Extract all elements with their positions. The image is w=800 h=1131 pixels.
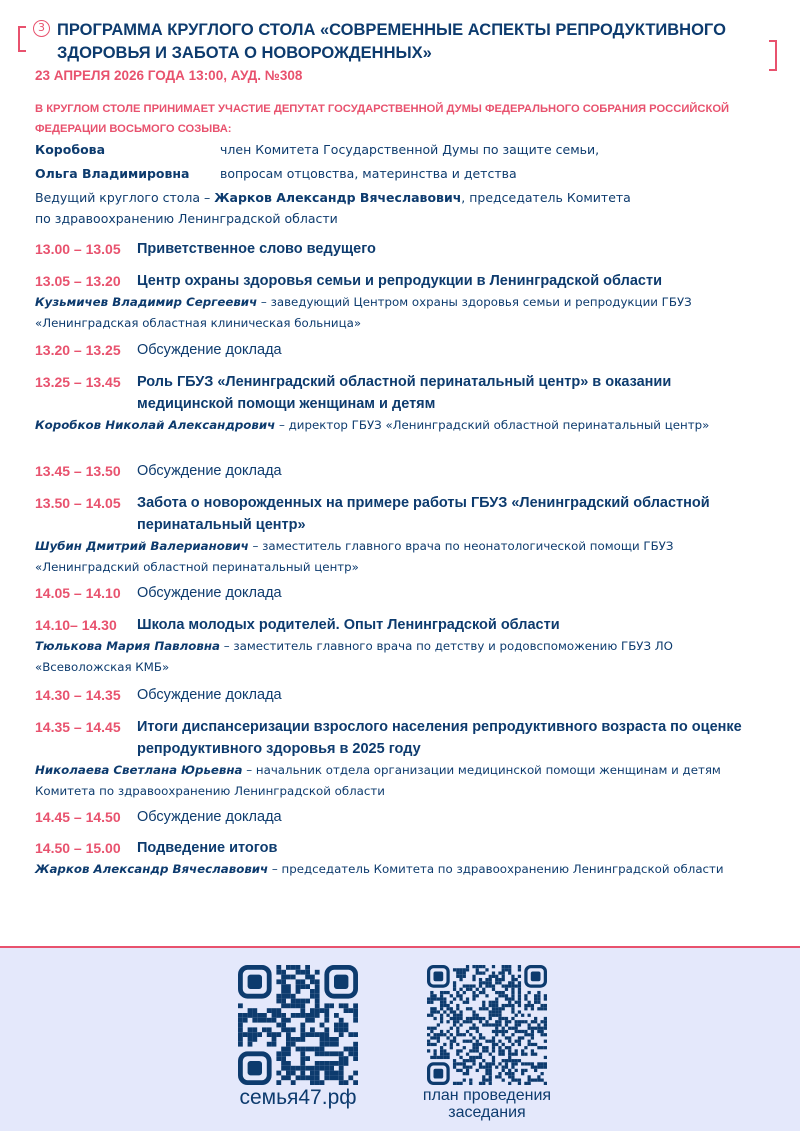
agenda-time: 14.05 – 14.10 [35, 585, 121, 601]
speaker-role: – заведующий Центром охраны здоровья сем… [35, 295, 692, 330]
agenda-speaker: Шубин Дмитрий Валерианович – заместитель… [35, 536, 770, 578]
agenda-title: Центр охраны здоровья семьи и репродукци… [137, 273, 662, 289]
speaker-role: – заместитель главного врача по детству … [35, 639, 673, 674]
agenda-item: 14.30 – 14.35 Обсуждение доклада [35, 684, 775, 706]
page-title: Программа круглого стола «Современные ас… [57, 21, 726, 62]
agenda-title: Обсуждение доклада [137, 342, 282, 358]
agenda-speaker: Николаева Светлана Юрьевна – начальник о… [35, 760, 770, 802]
agenda-title: Школа молодых родителей. Опыт Ленинградс… [137, 617, 560, 633]
speaker-role: – начальник отдела организации медицинск… [35, 763, 721, 798]
agenda-item: 14.50 – 15.00 Подведение итогов Жарков Ал… [35, 837, 775, 880]
speaker-name: Николаева Светлана Юрьевна [35, 763, 243, 777]
qr-code-meeting-plan[interactable] [427, 965, 547, 1085]
bracket-left [18, 26, 26, 52]
speaker-name: Тюлькова Мария Павловна [35, 639, 220, 653]
deputy-notice: В КРУГЛОМ СТОЛЕ ПРИНИМАЕТ УЧАСТИЕ ДЕПУТА… [35, 103, 730, 135]
agenda-item: 14.35 – 14.45 Итоги диспансеризации взро… [35, 716, 775, 802]
speaker-name: Коробков Николай Александрович [35, 418, 276, 432]
agenda-speaker: Жарков Александр Вячеславович – председа… [35, 859, 770, 880]
agenda-time: 14.50 – 15.00 [35, 840, 121, 856]
agenda-speaker: Коробков Николай Александрович – директо… [35, 415, 770, 436]
agenda-item: 13.05 – 13.20 Центр охраны здоровья семь… [35, 270, 775, 334]
agenda-speaker: Тюлькова Мария Павловна – заместитель гл… [35, 636, 770, 678]
deputy-name: Коробова Ольга Владимировна [35, 142, 190, 181]
agenda-item: 13.45 – 13.50 Обсуждение доклада [35, 460, 775, 482]
agenda-item: 14.05 – 14.10 Обсуждение доклада [35, 582, 775, 604]
qr-code-website[interactable] [238, 965, 358, 1085]
agenda-time: 13.25 – 13.45 [35, 374, 121, 390]
speaker-name: Шубин Дмитрий Валерианович [35, 539, 249, 553]
section-number-badge: 3 [33, 20, 50, 37]
agenda-title: Обсуждение доклада [137, 585, 282, 601]
speaker-role: – директор ГБУЗ «Ленинградский областной… [275, 418, 710, 432]
agenda-item: 13.00 – 13.05 Приветственное слово ведущ… [35, 238, 775, 260]
qr1-caption: семья47.рф [239, 1086, 357, 1109]
speaker-role: – заместитель главного врача по неонатол… [35, 539, 674, 574]
agenda-time: 13.45 – 13.50 [35, 463, 121, 479]
agenda-time: 14.45 – 14.50 [35, 809, 121, 825]
qr2-caption: план проведения заседания [422, 1087, 552, 1121]
footer: семья47.рф план проведения заседания [0, 946, 800, 1131]
agenda-time: 13.00 – 13.05 [35, 241, 121, 257]
agenda-title: Приветственное слово ведущего [137, 241, 376, 257]
agenda-item: 13.50 – 14.05 Забота о новорожденных на … [35, 492, 775, 578]
speaker-role: – председатель Комитета по здравоохранен… [268, 862, 724, 876]
host-info: Ведущий круглого стола – Жарков Александ… [35, 190, 631, 226]
agenda-time: 13.05 – 13.20 [35, 273, 121, 289]
agenda-time: 13.50 – 14.05 [35, 495, 121, 511]
agenda-title: Обсуждение доклада [137, 687, 282, 703]
agenda-title: Забота о новорожденных на примере работы… [137, 495, 710, 533]
agenda-title: Обсуждение доклада [137, 809, 282, 825]
speaker-name: Жарков Александр Вячеславович [35, 862, 269, 876]
agenda-title: Итоги диспансеризации взрослого населени… [137, 719, 742, 757]
bracket-right [769, 40, 777, 71]
agenda-item: 14.10– 14.30 Школа молодых родителей. Оп… [35, 614, 775, 678]
agenda-title: Обсуждение доклада [137, 463, 282, 479]
event-date: 23 апреля 2026 года 13:00, ауд. №308 [35, 68, 303, 83]
agenda-title: Роль ГБУЗ «Ленинградский областной перин… [137, 374, 672, 412]
agenda-time: 14.35 – 14.45 [35, 719, 121, 735]
agenda-time: 14.10– 14.30 [35, 617, 117, 633]
agenda-item: 13.25 – 13.45 Роль ГБУЗ «Ленинградский о… [35, 371, 775, 436]
agenda-item: 13.20 – 13.25 Обсуждение доклада [35, 339, 775, 361]
agenda-time: 14.30 – 14.35 [35, 687, 121, 703]
deputy-role: член Комитета Государственной Думы по за… [220, 142, 600, 181]
agenda-speaker: Кузьмичев Владимир Сергеевич – заведующи… [35, 292, 770, 334]
agenda-time: 13.20 – 13.25 [35, 342, 121, 358]
agenda-title: Подведение итогов [137, 840, 278, 856]
agenda-item: 14.45 – 14.50 Обсуждение доклада [35, 806, 775, 828]
speaker-name: Кузьмичев Владимир Сергеевич [35, 295, 258, 309]
